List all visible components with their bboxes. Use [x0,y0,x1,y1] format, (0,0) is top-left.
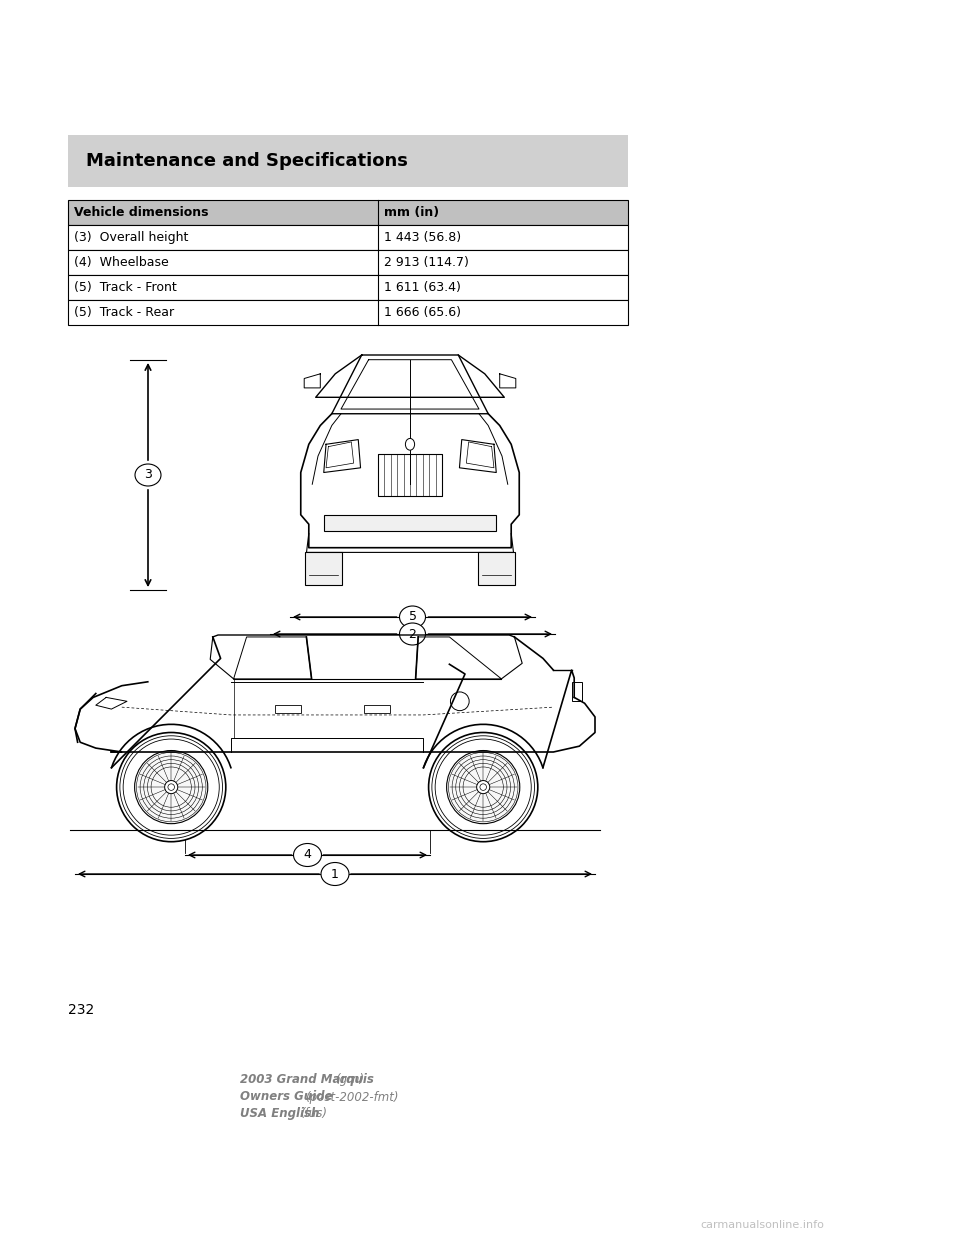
Circle shape [123,739,219,835]
Text: 2 913 (114.7): 2 913 (114.7) [384,256,468,270]
Text: (fus): (fus) [300,1108,327,1120]
Bar [324,514,496,532]
Bar [378,453,443,496]
Circle shape [134,750,207,823]
Bar [68,225,628,250]
Text: carmanualsonline.info: carmanualsonline.info [700,1220,824,1230]
Bar [305,553,342,585]
Circle shape [168,784,175,790]
Text: 1 443 (56.8): 1 443 (56.8) [384,231,461,243]
Text: (post-2002-fmt): (post-2002-fmt) [305,1090,398,1103]
Text: Maintenance and Specifications: Maintenance and Specifications [86,152,408,170]
Text: 1: 1 [331,867,339,881]
Ellipse shape [321,862,349,886]
Bar [571,682,582,702]
Circle shape [165,780,178,794]
Text: 5: 5 [409,611,417,623]
Text: 3: 3 [144,468,152,482]
Text: Owners Guide: Owners Guide [240,1090,337,1103]
Text: 1 611 (63.4): 1 611 (63.4) [384,281,461,294]
Circle shape [446,750,519,823]
Text: 2003 Grand Marquis: 2003 Grand Marquis [240,1073,378,1087]
Circle shape [477,780,490,794]
Bar [276,705,301,713]
Text: (5)  Track - Rear: (5) Track - Rear [74,306,174,319]
Bar [68,200,628,225]
Text: 232: 232 [68,1004,94,1017]
Bar [68,135,628,188]
Text: USA English: USA English [240,1108,324,1120]
Text: (3)  Overall height: (3) Overall height [74,231,188,243]
Ellipse shape [294,843,322,867]
Bar [68,274,628,301]
Circle shape [116,733,226,842]
Text: 1 666 (65.6): 1 666 (65.6) [384,306,461,319]
Bar [364,705,390,713]
Text: (grn): (grn) [335,1073,364,1087]
Circle shape [480,784,487,790]
Text: 2: 2 [409,627,417,641]
Circle shape [428,733,538,842]
Ellipse shape [135,465,161,486]
Bar [68,301,628,325]
Bar [68,250,628,274]
Circle shape [120,735,223,838]
Ellipse shape [399,606,425,628]
Ellipse shape [405,438,415,450]
Circle shape [432,735,535,838]
Text: (4)  Wheelbase: (4) Wheelbase [74,256,169,270]
Circle shape [435,739,531,835]
Text: mm (in): mm (in) [384,206,439,219]
Text: 4: 4 [303,848,311,862]
Text: Vehicle dimensions: Vehicle dimensions [74,206,208,219]
Text: (5)  Track - Front: (5) Track - Front [74,281,177,294]
Ellipse shape [399,623,425,645]
Bar [478,553,515,585]
